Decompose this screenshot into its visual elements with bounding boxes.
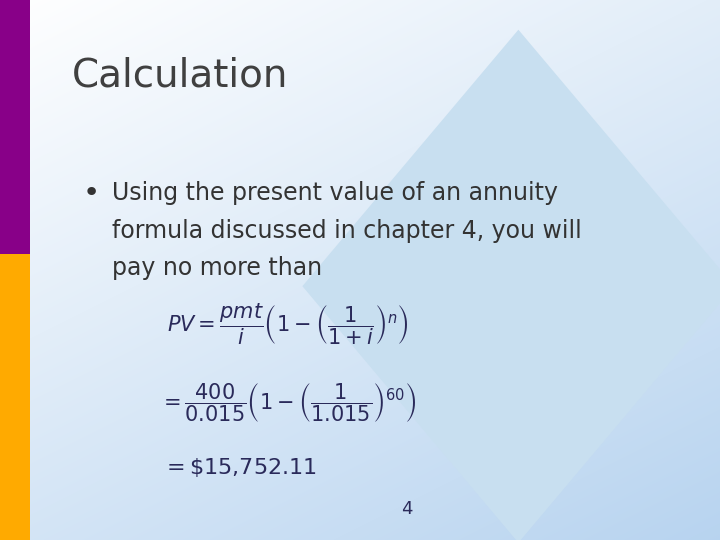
Text: Using the present value of an annuity: Using the present value of an annuity (112, 181, 557, 205)
Bar (0, 0, 30, 254)
Text: $= \$15{,}752.11$: $= \$15{,}752.11$ (162, 456, 317, 478)
Text: Calculation: Calculation (72, 57, 289, 94)
Text: $= \dfrac{400}{0.015}\left(1-\left(\dfrac{1}{1.015}\right)^{60}\right)$: $= \dfrac{400}{0.015}\left(1-\left(\dfra… (159, 381, 417, 424)
Text: pay no more than: pay no more than (112, 256, 322, 280)
Text: formula discussed in chapter 4, you will: formula discussed in chapter 4, you will (112, 219, 581, 242)
Text: •: • (83, 179, 100, 207)
Bar (0, 254, 30, 540)
Polygon shape (302, 30, 720, 540)
Text: 4: 4 (401, 501, 413, 518)
Text: $PV = \dfrac{pmt}{i}\left(1-\left(\dfrac{1}{1+i}\right)^{n}\right)$: $PV = \dfrac{pmt}{i}\left(1-\left(\dfrac… (167, 301, 409, 347)
